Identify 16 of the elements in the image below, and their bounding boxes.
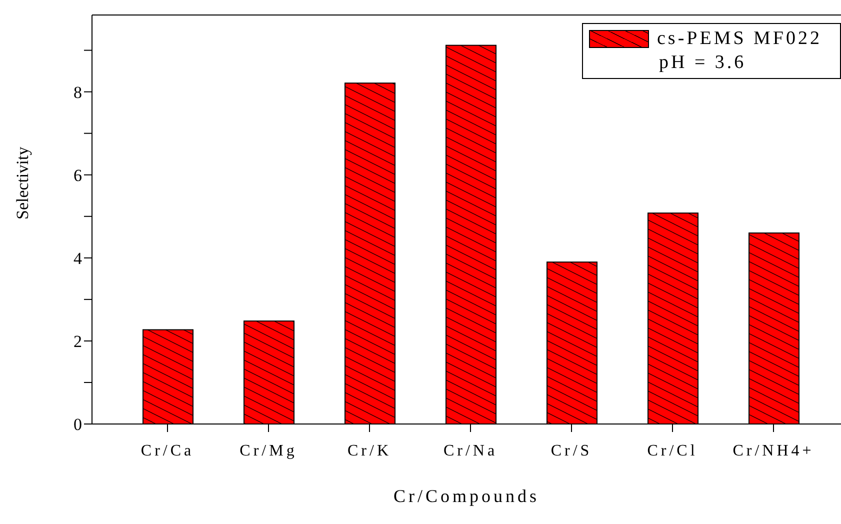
- x-axis-title: Cr/Compounds: [393, 486, 540, 506]
- y-tick-label: 4: [74, 248, 82, 268]
- x-tick-label: Cr/K: [348, 442, 392, 460]
- x-tick-label: Cr/NH4+: [732, 442, 814, 460]
- y-axis-title: Selectivity: [13, 146, 32, 220]
- y-tick-label: 6: [74, 166, 82, 185]
- x-tick-label: Cr/Ca: [140, 442, 194, 460]
- y-tick-label: 2: [74, 332, 82, 351]
- y-tick-label: 0: [74, 415, 82, 434]
- x-tick-label: Cr/Mg: [240, 442, 298, 460]
- y-tick-label: 8: [74, 82, 82, 102]
- x-tick-label: Cr/Na: [443, 442, 498, 460]
- legend-label: cs-PEMS MF022: [657, 27, 822, 51]
- annotation: pH = 3.6: [658, 51, 748, 75]
- x-tick-label: Cr/S: [550, 442, 592, 460]
- x-tick-label: Cr/Cl: [647, 442, 698, 460]
